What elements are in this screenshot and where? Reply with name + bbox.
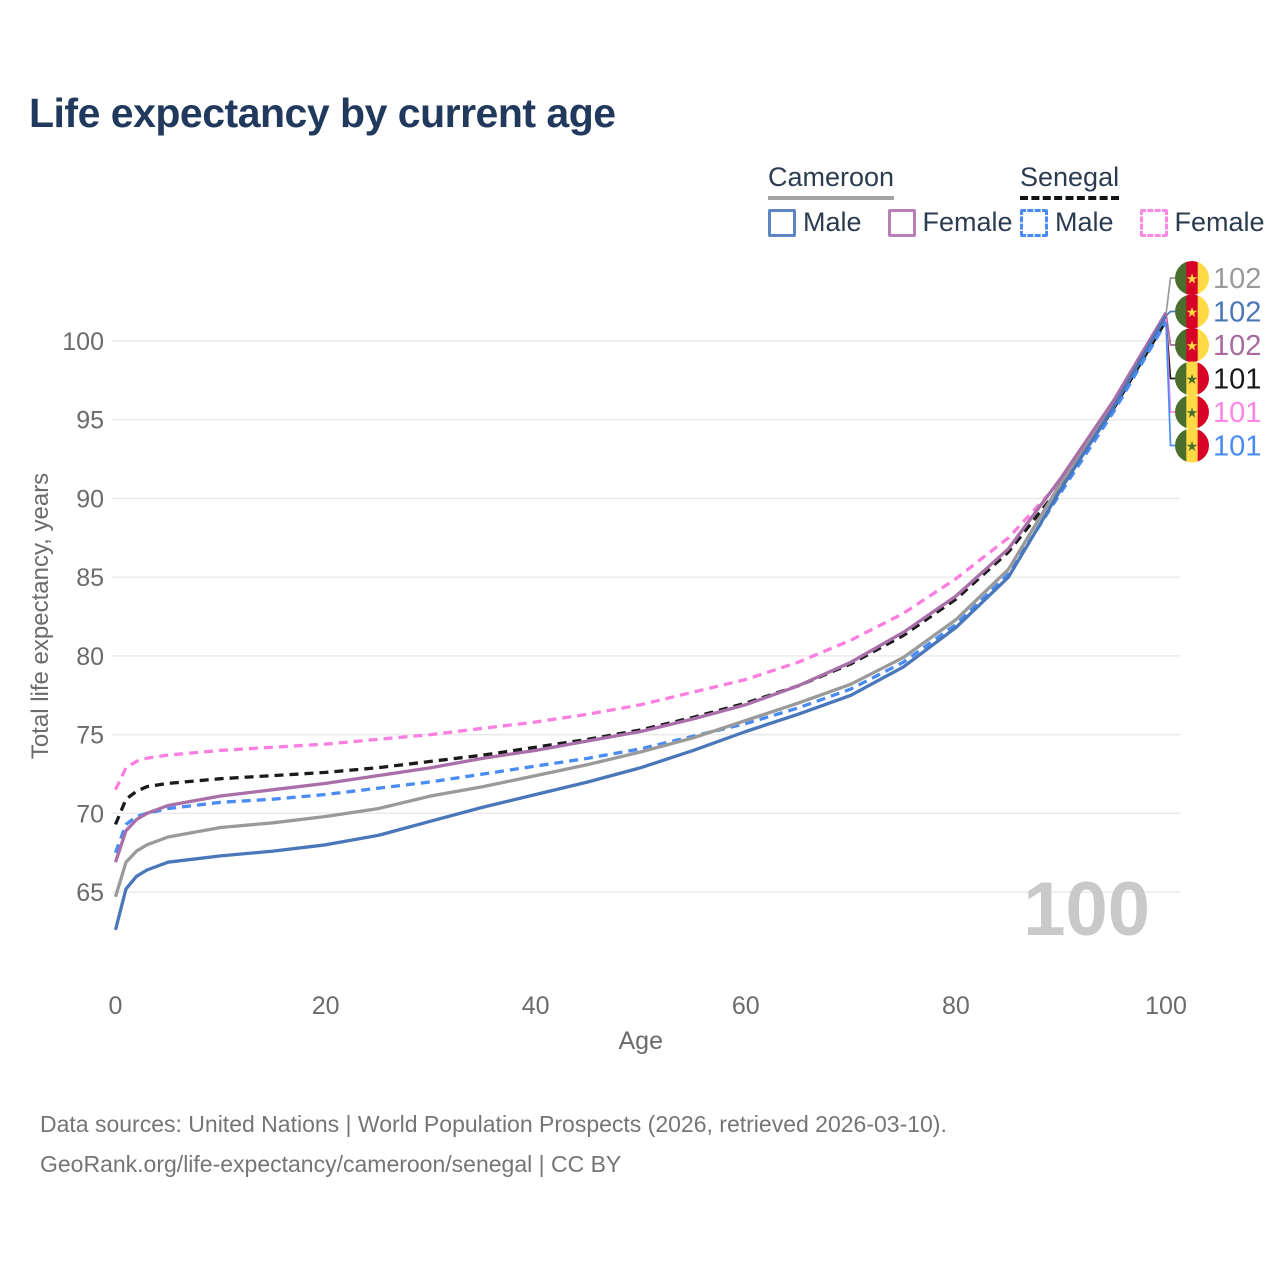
flag-icon-cameroon: ★	[1175, 294, 1209, 329]
flag-icon-cameroon: ★	[1175, 261, 1209, 295]
legend-label: Female	[1174, 207, 1265, 237]
svg-text:★: ★	[1186, 439, 1199, 455]
series-line-cam-total[interactable]	[113, 313, 1168, 898]
y-tick-label: 75	[76, 722, 104, 750]
svg-text:★: ★	[1186, 406, 1199, 422]
y-tick-label: 85	[76, 564, 104, 592]
attribution-line: GeoRank.org/life-expectancy/cameroon/sen…	[40, 1151, 622, 1177]
label-connector	[1165, 310, 1175, 317]
legend-group-senegal: Senegal Male Female	[1020, 162, 1265, 238]
legend-header-cameroon[interactable]: Cameroon	[768, 162, 895, 200]
x-axis-title: Age	[619, 1027, 663, 1055]
end-label-sen-total[interactable]: ★ 101	[1165, 320, 1261, 396]
x-tick-label: 40	[522, 992, 550, 1020]
end-value-label: 101	[1213, 397, 1261, 429]
series-line-sen-total[interactable]	[113, 319, 1168, 826]
senegal-female-swatch-icon	[1139, 208, 1168, 237]
end-label-sen-female[interactable]: ★ 101	[1165, 318, 1261, 429]
x-tick-label: 60	[732, 992, 760, 1020]
end-label-cam-female[interactable]: ★ 102	[1165, 312, 1261, 362]
legend-item-cameroon-female[interactable]: Female	[887, 207, 1013, 238]
svg-text:★: ★	[1186, 272, 1199, 288]
end-label-sen-male[interactable]: ★ 101	[1165, 322, 1261, 463]
cameroon-male-swatch-icon	[768, 208, 796, 237]
svg-text:★: ★	[1186, 339, 1199, 355]
legend-header-senegal[interactable]: Senegal	[1020, 162, 1120, 200]
flag-icon-senegal: ★	[1175, 428, 1209, 463]
flag-icon-senegal: ★	[1175, 361, 1209, 396]
legend-group-cameroon: Cameroon Male Female	[768, 162, 1013, 238]
end-value-label: 102	[1213, 330, 1261, 362]
data-sources-line: Data sources: United Nations | World Pop…	[40, 1111, 947, 1137]
x-tick-label: 0	[109, 992, 123, 1020]
y-tick-label: 65	[76, 879, 104, 907]
end-value-label: 101	[1213, 431, 1261, 463]
label-connector	[1165, 277, 1175, 315]
series-line-sen-female[interactable]	[114, 318, 1168, 791]
series-line-cam-male[interactable]	[113, 314, 1168, 931]
chart-title: Life expectancy by current age	[29, 90, 616, 136]
legend-item-senegal-male[interactable]: Male	[1020, 207, 1114, 238]
y-tick-label: 80	[76, 643, 104, 671]
y-tick-label: 95	[76, 407, 104, 435]
flag-icon-senegal: ★	[1175, 395, 1209, 429]
x-tick-label: 80	[942, 992, 970, 1020]
legend-label: Male	[803, 207, 862, 237]
label-connector	[1165, 322, 1175, 447]
senegal-male-swatch-icon	[1020, 208, 1048, 237]
y-tick-label: 100	[62, 328, 104, 356]
end-label-cam-male[interactable]: ★ 102	[1165, 294, 1261, 329]
svg-text:★: ★	[1186, 372, 1199, 388]
legend-item-senegal-female[interactable]: Female	[1139, 207, 1265, 238]
y-tick-label: 70	[76, 800, 104, 828]
legend-item-cameroon-male[interactable]: Male	[768, 207, 862, 238]
svg-text:★: ★	[1186, 305, 1199, 321]
footer: Data sources: United Nations | World Pop…	[40, 1104, 947, 1184]
end-value-label: 102	[1213, 297, 1261, 329]
x-tick-label: 100	[1145, 992, 1187, 1020]
end-value-label: 102	[1213, 263, 1261, 295]
cameroon-female-swatch-icon	[887, 208, 916, 237]
legend-label: Female	[922, 207, 1013, 237]
flag-icon-cameroon: ★	[1175, 328, 1209, 362]
series-line-sen-male[interactable]	[113, 321, 1168, 854]
y-axis-title: Total life expectancy, years	[27, 473, 54, 759]
x-tick-label: 20	[312, 992, 340, 1020]
end-value-label: 101	[1213, 364, 1261, 396]
legend-label: Male	[1055, 207, 1114, 237]
age-watermark: 100	[1023, 867, 1150, 952]
end-label-cam-total[interactable]: ★ 102	[1165, 261, 1261, 315]
y-tick-label: 90	[76, 485, 104, 513]
label-connector	[1165, 312, 1175, 346]
series-line-cam-female[interactable]	[113, 311, 1168, 863]
